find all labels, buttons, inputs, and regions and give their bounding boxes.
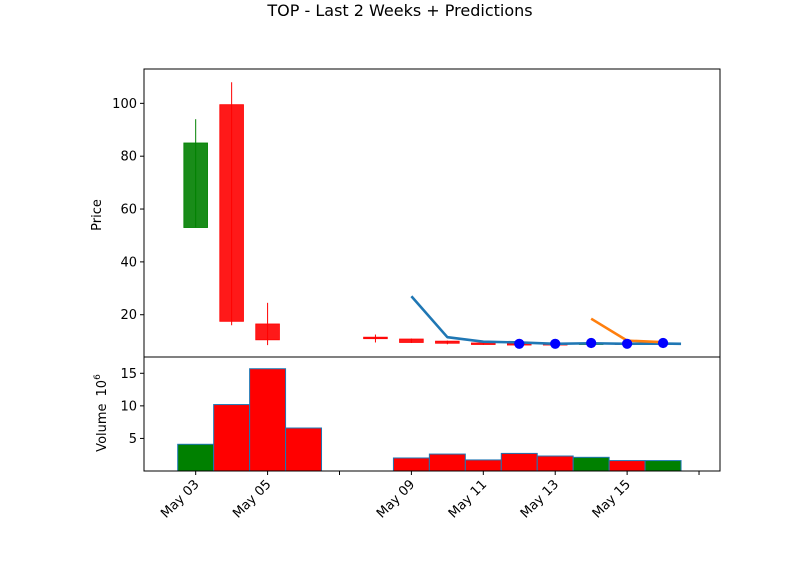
volume-axis-label-group: Volume 106 [93,374,110,452]
volume-bar-2023-05-10 [428,453,466,472]
xtick-label-2023-05-03: May 03 [158,477,202,521]
candle-body-2023-05-08 [363,336,388,340]
volume-ytick-label-5: 5 [129,432,137,447]
prediction-line-2 [590,317,664,344]
marker-2023-05-16 [657,337,669,349]
volume-bar-2023-05-12 [500,452,538,472]
volume-bar-2023-05-09 [392,457,430,472]
volume-bar-2023-05-15 [608,460,646,472]
candle-body-2023-05-10 [435,340,460,344]
xtick-label-2023-05-05: May 05 [230,477,274,521]
prediction-line-1 [410,295,682,346]
volume-bar-2023-05-06 [285,427,323,472]
price-ytick-label-80: 80 [120,150,137,165]
volume-axes-frame [143,356,721,472]
price-ytick-label-100: 100 [112,97,137,112]
candle-body-2023-05-04 [219,104,244,322]
marker-2023-05-12 [514,338,525,349]
chart-title: TOP - Last 2 Weeks + Predictions [266,1,532,20]
volume-bar-2023-05-14 [572,456,610,472]
volume-unit-exponent: 6 [93,374,103,380]
xtick-label-2023-05-09: May 09 [374,477,418,521]
price-ytick-label-20: 20 [120,308,137,323]
volume-axis-label: Volume 106 [93,374,110,452]
xtick-label-2023-05-13: May 13 [518,477,562,521]
volume-bar-2023-05-05 [249,368,287,472]
xtick-label-2023-05-11: May 11 [446,477,490,521]
candle-body-2023-05-09 [399,338,424,343]
marker-2023-05-15 [622,338,633,349]
volume-bar-2023-05-04 [213,404,251,472]
marker-2023-05-14 [586,337,597,349]
volume-bar-2023-05-13 [536,455,574,472]
candle-body-2023-05-05 [255,323,280,341]
price-axis-label: Price [90,199,105,231]
candle-body-2023-05-11 [471,342,496,345]
volume-bar-2023-05-11 [464,459,502,472]
xtick-label-2023-05-15: May 15 [590,477,634,521]
volume-ytick-label-10: 10 [120,399,137,414]
volume-ytick-label-15: 15 [120,367,137,382]
candle-body-2023-05-03 [183,142,208,228]
marker-2023-05-13 [550,338,561,349]
volume-bar-2023-05-16 [644,460,682,472]
price-ytick-label-40: 40 [120,255,137,270]
price-ytick-label-60: 60 [120,203,137,218]
volume-axis-label-text: Volume [95,403,110,451]
volume-bar-2023-05-03 [177,443,215,472]
volume-unit-base: 10 [95,380,110,397]
